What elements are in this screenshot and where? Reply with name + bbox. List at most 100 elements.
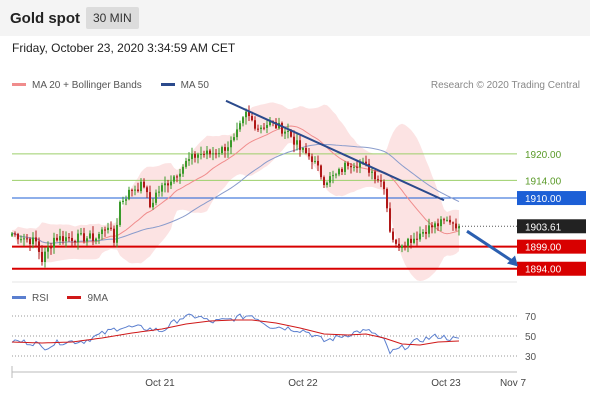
- candle-body: [425, 232, 427, 234]
- trendline: [225, 99, 445, 202]
- candle-body: [332, 175, 334, 177]
- candle-body: [353, 166, 355, 168]
- legend-rsi-label: RSI: [32, 293, 49, 304]
- x-tick-2: Oct 23: [431, 378, 461, 389]
- x-tick-0: Oct 21: [145, 378, 175, 389]
- candle-body: [53, 237, 55, 248]
- legend-rsi-swatch: [12, 295, 26, 299]
- level-label-2: 1910.00: [525, 194, 562, 205]
- candle-body: [419, 233, 421, 240]
- candle-body: [224, 147, 226, 151]
- candle-body: [161, 185, 163, 192]
- candle-body: [137, 189, 139, 192]
- level-tag-bg-4: [517, 261, 586, 276]
- candle-body: [422, 232, 424, 234]
- candle-body: [146, 187, 148, 193]
- candle-body: [251, 116, 253, 121]
- candle-body: [311, 156, 313, 162]
- candle-body: [212, 153, 214, 155]
- candle-body: [116, 224, 118, 243]
- candle-body: [368, 163, 370, 173]
- candle-body: [182, 166, 184, 174]
- candle-body: [434, 223, 436, 228]
- candle-body: [41, 251, 43, 263]
- candle-body: [197, 154, 199, 158]
- candle-body: [401, 245, 403, 248]
- candle-body: [80, 233, 82, 235]
- level-label-1: 1914.00: [525, 176, 562, 187]
- rsi-tick-0: 70: [525, 312, 537, 323]
- legend-ma20-label: MA 20 + Bollinger Bands: [32, 80, 142, 91]
- candle-body: [110, 227, 112, 229]
- rsi-legend: RSI 9MA: [12, 293, 124, 304]
- candle-body: [230, 140, 232, 148]
- candle-body: [344, 162, 346, 172]
- legend-rsi: RSI: [12, 293, 49, 304]
- candle-body: [209, 150, 211, 155]
- candle-body: [32, 237, 34, 245]
- candle-body: [245, 111, 247, 118]
- candle-body: [242, 117, 244, 124]
- candle-body: [407, 238, 409, 246]
- level-tag-0: 1920.00: [525, 150, 562, 161]
- candle-body: [200, 153, 202, 155]
- candle-body: [176, 176, 178, 178]
- candle-body: [215, 153, 217, 155]
- candle-body: [371, 171, 373, 173]
- level-label-3: 1899.00: [525, 243, 562, 254]
- rsi-9ma-line: [11, 319, 460, 346]
- candle-body: [191, 153, 193, 160]
- candle-body: [386, 189, 388, 209]
- date-line: Friday, October 23, 2020 3:34:59 AM CET: [12, 41, 236, 55]
- legend-ma50: MA 50: [160, 80, 209, 91]
- candle-body: [290, 130, 292, 137]
- candle-body: [155, 192, 157, 203]
- last-price-tag: 1903.61: [517, 219, 586, 234]
- candle-body: [404, 245, 406, 247]
- candle-body: [365, 161, 367, 164]
- candle-body: [374, 171, 376, 180]
- level-label-0: 1920.00: [525, 150, 562, 161]
- candle-body: [101, 229, 103, 235]
- candle-body: [113, 228, 115, 243]
- candle-body: [323, 177, 325, 185]
- candle-body: [65, 237, 67, 242]
- candle-body: [236, 129, 238, 138]
- legend-9ma: 9MA: [67, 293, 108, 304]
- candle-body: [377, 179, 379, 181]
- candle-body: [104, 229, 106, 231]
- candle-body: [77, 233, 79, 243]
- candle-body: [356, 166, 358, 168]
- candle-body: [68, 237, 70, 239]
- candle-body: [260, 127, 262, 130]
- level-label-4: 1894.00: [525, 265, 562, 276]
- candle-body: [293, 136, 295, 145]
- candle-body: [284, 131, 286, 134]
- candle-body: [329, 176, 331, 183]
- candle-body: [179, 173, 181, 177]
- timeframe-button[interactable]: 30 MIN: [86, 7, 139, 29]
- candle-body: [92, 233, 94, 241]
- candle-body: [317, 160, 319, 166]
- candle-body: [143, 181, 145, 188]
- candle-body: [71, 237, 73, 241]
- candle-body: [74, 240, 76, 243]
- candle-body: [140, 181, 142, 192]
- candle-body: [14, 233, 16, 235]
- candle-body: [266, 125, 268, 128]
- forecast-arrow-head: [507, 255, 518, 267]
- research-credit: Research © 2020 Trading Central: [430, 80, 580, 91]
- candle-body: [239, 123, 241, 130]
- candle-body: [458, 226, 460, 229]
- candle-body: [167, 183, 169, 186]
- rsi-tick-2: 30: [525, 352, 537, 363]
- candle-body: [431, 225, 433, 228]
- candle-body: [296, 140, 298, 145]
- candle-body: [206, 150, 208, 155]
- candle-body: [338, 169, 340, 175]
- candle-body: [44, 251, 46, 263]
- candle-body: [281, 122, 283, 134]
- forecast-arrow-shaft: [466, 229, 514, 263]
- candle-body: [170, 181, 172, 186]
